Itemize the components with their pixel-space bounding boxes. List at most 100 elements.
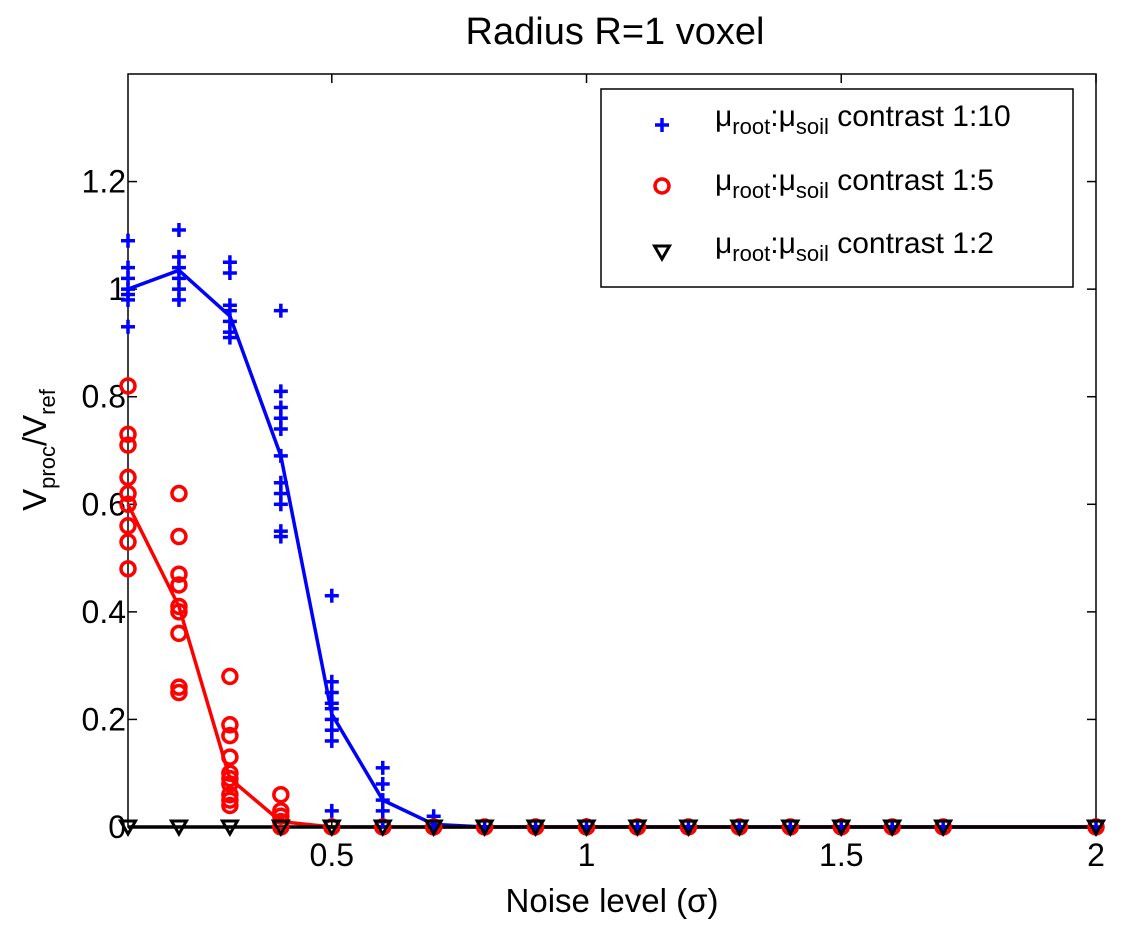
series-1-point <box>222 330 237 345</box>
series-1-point <box>171 222 186 237</box>
legend-marker-1 <box>655 118 669 132</box>
series-2-point <box>221 748 239 766</box>
x-tick-label: 2 <box>1087 837 1105 873</box>
legend-2-mu2: μ <box>779 164 796 197</box>
series-3-point <box>474 819 495 838</box>
series-2-point <box>119 377 137 395</box>
series-2-point <box>221 726 239 745</box>
series-1-point <box>375 760 390 775</box>
series-3-point <box>780 819 801 838</box>
series-3-point <box>729 819 750 838</box>
y-tick-label: 0 <box>108 809 126 845</box>
legend-3-sub2: soil <box>796 241 829 266</box>
series-3-point <box>678 819 699 838</box>
series-2-point <box>272 785 290 804</box>
legend-2-sub1: root <box>732 178 770 203</box>
series-1-point <box>121 292 135 307</box>
series-2-point <box>221 796 239 815</box>
axis-tick-labels: 0.5 1 1.5 2 0 0.2 0.4 0.6 0.8 1 1.2 <box>82 164 1105 873</box>
series-1-point <box>273 421 288 436</box>
legend: μroot:μsoil contrast 1:10 μroot:μsoil co… <box>600 88 1074 288</box>
series-2-point <box>170 484 188 503</box>
series-2-point <box>170 576 188 594</box>
series-2-point <box>119 495 137 514</box>
x-tick-label: 1 <box>578 837 596 873</box>
series-2-point <box>119 425 137 444</box>
legend-marker-3 <box>651 244 673 263</box>
series-3-point <box>372 819 393 838</box>
series-3-point <box>117 819 139 838</box>
series-2-point <box>170 597 188 616</box>
series-2-point <box>119 436 137 454</box>
series-2-point <box>221 775 239 793</box>
series-2-point <box>221 764 239 782</box>
y-label-v1: V <box>16 489 53 511</box>
y-label-sub1: proc <box>35 446 60 489</box>
series-3-point <box>270 819 291 838</box>
y-tick-label: 0.6 <box>82 486 126 522</box>
series-1-point <box>273 529 288 544</box>
series-3-point <box>525 819 546 838</box>
legend-entry-2: μroot:μsoil contrast 1:5 <box>715 164 994 203</box>
legend-box <box>600 88 1074 288</box>
y-label-sub2: ref <box>35 388 60 415</box>
series-1-point <box>171 292 186 307</box>
series-2-point <box>221 716 239 734</box>
legend-1-mu2: μ <box>779 100 796 133</box>
legend-marker-2 <box>653 177 671 195</box>
series-2-point <box>119 517 137 535</box>
y-label-v2: V <box>16 415 53 437</box>
series-3-point <box>627 819 648 838</box>
series-1-point <box>324 733 339 748</box>
x-tick-label: 0.5 <box>310 837 354 873</box>
series-2-point <box>221 667 239 686</box>
series-2-point <box>221 785 239 804</box>
legend-2-mu1: μ <box>715 164 732 197</box>
chart-title: Radius R=1 voxel <box>466 11 765 53</box>
series-2-point <box>170 678 188 696</box>
series-2-point <box>119 560 137 578</box>
series-2-point <box>170 603 188 621</box>
legend-3-mu1: μ <box>715 227 732 260</box>
y-axis-label: Vproc/Vref <box>16 388 60 511</box>
series-2-point <box>119 533 137 551</box>
series-1-point <box>222 266 237 281</box>
series-1-point <box>273 497 288 512</box>
y-tick-label: 0.2 <box>82 701 126 737</box>
series-1-point <box>324 803 339 818</box>
series-2-point <box>170 683 188 702</box>
series-3-point <box>423 819 444 838</box>
series-3-point <box>933 819 954 838</box>
series-2-point <box>170 565 188 583</box>
legend-1-rest: contrast 1:10 <box>829 100 1011 133</box>
series-2-point <box>119 468 137 487</box>
series-2-point <box>221 791 239 809</box>
series-1-point <box>273 448 288 463</box>
legend-entry-3: μroot:μsoil contrast 1:2 <box>715 227 994 266</box>
series-2-point <box>170 624 188 643</box>
series-3-point <box>576 819 597 838</box>
legend-3-rest: contrast 1:2 <box>829 227 994 260</box>
series-3-point <box>882 819 903 838</box>
series-2-point <box>272 802 290 820</box>
y-label-separator: / <box>16 436 53 446</box>
x-tick-label: 1.5 <box>819 837 863 873</box>
legend-1-sep: : <box>770 100 778 133</box>
legend-1-mu1: μ <box>715 100 732 133</box>
y-tick-label: 1.2 <box>82 164 126 200</box>
series-3-point <box>321 819 342 838</box>
series-1-point <box>273 303 288 318</box>
series-1-point <box>121 319 135 334</box>
series-1-point <box>324 588 339 603</box>
legend-2-rest: contrast 1:5 <box>829 164 994 197</box>
y-tick-label: 0.8 <box>82 379 126 415</box>
legend-1-sub2: soil <box>796 114 829 139</box>
legend-entry-1: μroot:μsoil contrast 1:10 <box>715 100 1011 139</box>
y-tick-label: 1 <box>108 271 126 307</box>
y-tick-label: 0.4 <box>82 594 126 630</box>
series-3-point <box>168 819 190 838</box>
series-2-point <box>221 769 239 788</box>
series-2-point <box>170 527 188 546</box>
legend-2-sep: : <box>770 164 778 197</box>
legend-3-mu2: μ <box>779 227 796 260</box>
